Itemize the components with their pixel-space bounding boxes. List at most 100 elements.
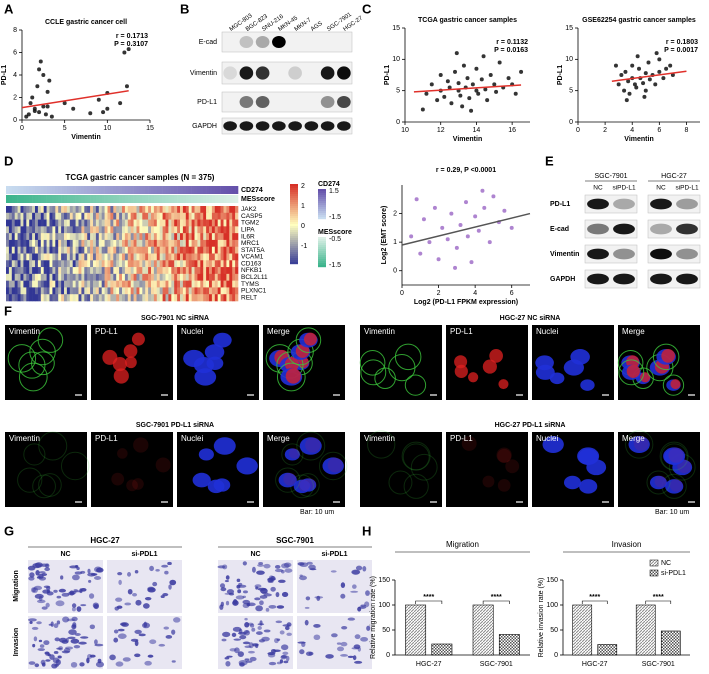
heatmap-cell (168, 280, 172, 288)
heatmap-cell (220, 226, 224, 234)
annotation-cell (130, 195, 134, 203)
annotation-cell (75, 186, 79, 194)
heatmap-cell (133, 239, 137, 248)
heatmap-cell (43, 219, 47, 227)
blot-band (587, 223, 609, 235)
annotation-cell (29, 195, 33, 203)
heatmap-cell (20, 212, 24, 220)
heatmap-cell (139, 239, 143, 248)
legend-swatch (649, 559, 659, 567)
nucleus (663, 447, 686, 465)
annotation-cell (90, 195, 94, 203)
colorbar-cell (290, 196, 298, 199)
heatmap-cell (133, 253, 137, 261)
stained-cell (285, 625, 290, 631)
heatmap-cell (104, 294, 108, 302)
colorbar-cell (290, 218, 298, 221)
heatmap-cell (148, 273, 152, 281)
annotation-cell (191, 186, 195, 194)
colorbar-cell (290, 188, 298, 191)
stained-cell (245, 660, 253, 663)
heatmap-cell (200, 294, 204, 302)
heatmap-cell (159, 287, 163, 295)
annotation-cell (127, 186, 131, 194)
heatmap-cell (32, 206, 36, 214)
x-tick-label: 8 (684, 127, 688, 134)
annotation-cell (122, 195, 126, 203)
heatmap-cell (46, 226, 50, 234)
annotation-cell (87, 195, 91, 203)
heatmap-cell (23, 294, 27, 302)
heatmap-cell (197, 287, 201, 295)
point (485, 98, 490, 103)
heatmap-cell (136, 280, 140, 288)
heatmap-cell (194, 212, 198, 220)
gene-label: STAT5A (241, 247, 265, 254)
heatmap-cell (235, 219, 239, 227)
heatmap-cell (29, 253, 33, 261)
heatmap-cell (203, 206, 207, 214)
stained-cell (219, 583, 226, 589)
annotation-cell (66, 195, 71, 203)
heatmap-cell (29, 206, 33, 214)
heatmap-cell (177, 273, 181, 281)
heatmap-cell (171, 212, 175, 220)
point (467, 96, 472, 101)
heatmap-cell (217, 273, 221, 281)
stained-cell (340, 582, 346, 589)
point (646, 60, 651, 65)
heatmap-cell (49, 206, 53, 214)
column-label: NC (60, 551, 70, 558)
heatmap-cell (64, 253, 68, 261)
heatmap-cell (37, 219, 42, 227)
heatmap-cell (37, 260, 42, 268)
stained-cell (36, 599, 46, 604)
column-label: si-PDL1 (321, 551, 347, 558)
heatmap-cell (61, 273, 65, 281)
point (440, 225, 445, 230)
stained-cell (40, 563, 49, 567)
heatmap-cell (226, 219, 230, 227)
point (124, 84, 129, 89)
stained-cell (242, 595, 247, 599)
annotation-cell (32, 186, 36, 194)
heatmap-cell (87, 206, 91, 214)
blot-band (239, 96, 254, 108)
heatmap-cell (151, 267, 155, 275)
stained-cell (149, 639, 157, 645)
heatmap-cell (101, 267, 105, 275)
stained-cell (354, 660, 363, 664)
heatmap-cell (162, 273, 166, 281)
heatmap-cell (23, 226, 27, 234)
colorbar-cell (290, 202, 298, 205)
stained-cell (73, 645, 81, 649)
heatmap-cell (29, 260, 33, 268)
heatmap-cell (127, 233, 131, 241)
heatmap-cell (66, 253, 71, 261)
heatmap-cell (43, 273, 47, 281)
heatmap-cell (194, 206, 198, 214)
heatmap-cell (11, 206, 15, 214)
panel-label: E (545, 153, 554, 168)
annotation-cell (203, 195, 207, 203)
heatmap-cell (139, 226, 143, 234)
heatmap-cell (185, 212, 189, 220)
legend-cell (318, 243, 326, 246)
stained-cell (169, 579, 177, 586)
annotation-cell (194, 186, 198, 194)
heatmap-cell (17, 267, 21, 275)
stained-cell (244, 658, 250, 661)
heatmap-cell (182, 253, 187, 261)
heatmap-cell (72, 273, 76, 281)
point (616, 82, 621, 87)
heatmap-cell (191, 273, 195, 281)
panel-title: HGC-27 NC siRNA (500, 315, 561, 322)
stained-cell (234, 647, 240, 654)
heatmap-cell (171, 260, 175, 268)
point (37, 110, 42, 115)
heatmap-cell (75, 287, 79, 295)
heatmap-cell (148, 287, 152, 295)
pd-l1-signal (155, 457, 171, 473)
blot-band (337, 96, 351, 108)
heatmap-cell (29, 267, 33, 275)
